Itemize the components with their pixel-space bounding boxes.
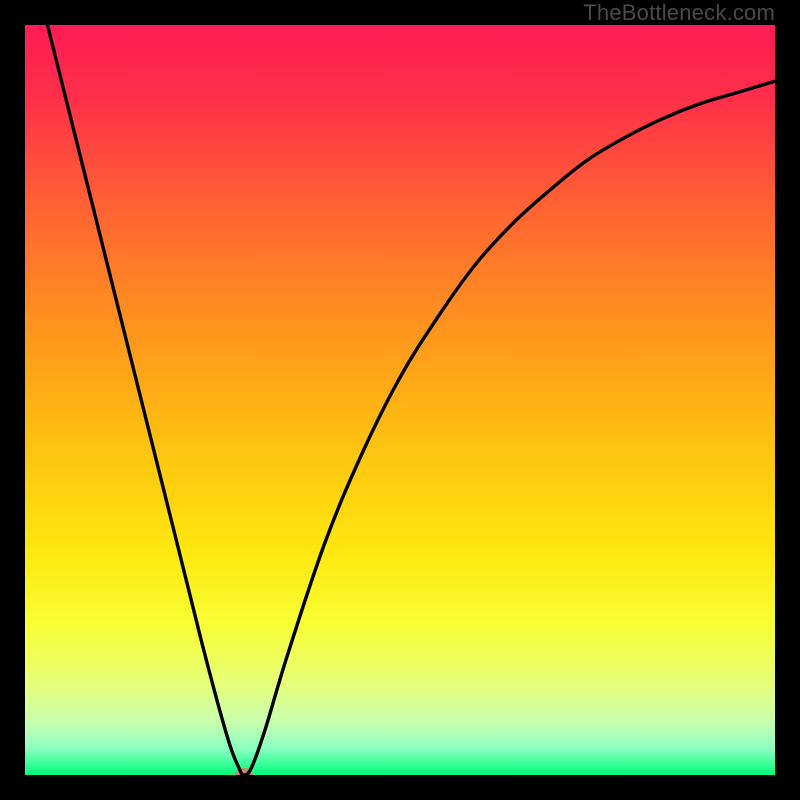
chart-container: TheBottleneck.com <box>0 0 800 800</box>
bottleneck-curve <box>48 25 776 775</box>
curve-layer <box>0 0 800 800</box>
watermark-text: TheBottleneck.com <box>583 0 775 26</box>
